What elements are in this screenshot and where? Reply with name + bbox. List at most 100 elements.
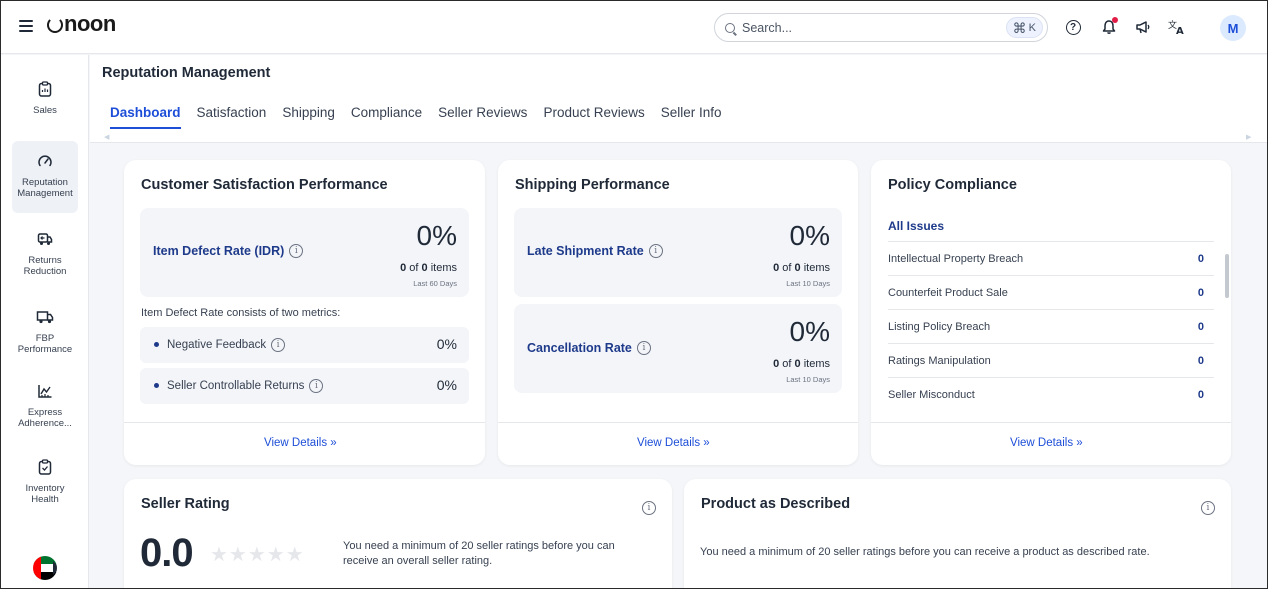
seller-controllable-returns-value: 0% <box>436 377 457 393</box>
info-icon[interactable]: i <box>1201 501 1215 515</box>
return-truck-icon <box>12 231 78 249</box>
policy-row-counterfeit[interactable]: Counterfeit Product Sale 0 <box>888 275 1214 309</box>
help-icon[interactable]: ? <box>1061 15 1085 39</box>
count-denominator: 0 <box>794 262 801 274</box>
count-unit: items <box>803 262 830 274</box>
cancellation-count: 0 of 0 items <box>773 358 830 370</box>
tab-seller-info[interactable]: Seller Info <box>660 105 722 120</box>
sidebar-item-reputation-management[interactable]: Reputation Management <box>12 141 78 213</box>
megaphone-icon[interactable] <box>1131 15 1155 39</box>
tab-shipping[interactable]: Shipping <box>282 105 335 120</box>
sub-metric-label: Negative Feedback <box>167 339 267 351</box>
clipboard-icon <box>12 81 78 99</box>
policy-compliance-card: Policy Compliance All Issues Intellectua… <box>871 160 1231 465</box>
cancellation-metric-box: Cancellation Rate i 0% 0 of 0 items Last… <box>514 304 842 393</box>
seller-rating-note: You need a minimum of 20 seller ratings … <box>343 540 615 567</box>
metric-label-text: Cancellation Rate <box>527 341 632 355</box>
avatar[interactable]: M <box>1220 15 1246 41</box>
info-icon[interactable]: i <box>636 341 651 355</box>
customer-satisfaction-card: Customer Satisfaction Performance Item D… <box>124 160 485 465</box>
search-bar[interactable]: ⌘ K <box>714 13 1048 42</box>
info-icon[interactable]: i <box>289 244 304 258</box>
idr-count-unit: items <box>430 262 457 274</box>
idr-metric-box: Item Defect Rate (IDR) i 0% 0 of 0 items… <box>140 208 469 297</box>
cancellation-value: 0% <box>789 316 830 347</box>
cancellation-label[interactable]: Cancellation Rate i <box>527 341 651 355</box>
sub-metric-label: Seller Controllable Returns <box>167 380 305 392</box>
count-unit: items <box>803 358 830 370</box>
negative-feedback-label: Negative Feedback i <box>167 338 286 352</box>
gauge-icon <box>12 153 78 171</box>
page-header: Reputation Management Dashboard Satisfac… <box>90 55 1267 143</box>
late-shipment-metric-box: Late Shipment Rate i 0% 0 of 0 items Las… <box>514 208 842 297</box>
shortcut-badge: ⌘ K <box>1005 17 1043 38</box>
divider <box>498 422 858 423</box>
tab-satisfaction[interactable]: Satisfaction <box>196 105 267 120</box>
policy-row-seller-misconduct[interactable]: Seller Misconduct 0 <box>888 377 1214 411</box>
sidebar-item-label: Reputation Management <box>17 177 73 199</box>
policy-row-label: Ratings Manipulation <box>888 354 991 367</box>
view-details-link[interactable]: View Details » <box>637 437 710 449</box>
card-title: Policy Compliance <box>888 177 1017 193</box>
truck-icon <box>12 309 78 327</box>
rating-stars: ★★★★★ <box>210 544 305 566</box>
tab-bar: Dashboard Satisfaction Shipping Complian… <box>110 105 738 129</box>
command-key-icon: ⌘ <box>1012 19 1027 36</box>
tab-dashboard[interactable]: Dashboard <box>110 105 181 129</box>
menu-icon[interactable] <box>19 20 33 32</box>
policy-row-label: Seller Misconduct <box>888 388 975 401</box>
policy-row-value: 0 <box>1197 252 1204 265</box>
metric-label-text: Late Shipment Rate <box>527 244 644 258</box>
sidebar-item-express-adherence[interactable]: Express Adherence... <box>12 383 78 433</box>
sidebar-item-returns-reduction[interactable]: Returns Reduction <box>12 231 78 281</box>
view-details-link[interactable]: View Details » <box>1010 437 1083 449</box>
sidebar-item-fbp-performance[interactable]: FBP Performance <box>12 309 78 359</box>
policy-row-ip-breach[interactable]: Intellectual Property Breach 0 <box>888 241 1214 275</box>
policy-row-ratings-manipulation[interactable]: Ratings Manipulation 0 <box>888 343 1214 377</box>
search-input[interactable] <box>742 20 982 35</box>
shortcut-key: K <box>1028 21 1036 34</box>
page-title: Reputation Management <box>102 65 271 81</box>
idr-value: 0% <box>416 220 457 251</box>
info-icon[interactable]: i <box>309 379 324 393</box>
info-icon[interactable]: i <box>642 501 656 515</box>
sidebar-item-sales[interactable]: Sales <box>12 81 78 125</box>
info-icon[interactable]: i <box>271 338 286 352</box>
sidebar-item-label: FBP Performance <box>17 333 73 355</box>
noon-logo[interactable]: noon <box>47 11 116 37</box>
product-as-described-card: Product as Described i You need a minimu… <box>684 479 1231 588</box>
card-title: Seller Rating <box>141 496 230 512</box>
tab-seller-reviews[interactable]: Seller Reviews <box>438 105 528 120</box>
late-shipment-count: 0 of 0 items <box>773 262 830 274</box>
sidebar-item-inventory-health[interactable]: Inventory Health <box>12 459 78 509</box>
count-of: of <box>782 358 792 370</box>
late-shipment-period: Last 10 Days <box>786 279 830 288</box>
svg-text:A: A <box>1176 26 1184 35</box>
policy-list-scrollbar[interactable] <box>1225 248 1229 400</box>
policy-issues-list: Intellectual Property Breach 0 Counterfei… <box>888 241 1214 411</box>
shipping-performance-card: Shipping Performance Late Shipment Rate … <box>498 160 858 465</box>
all-issues-link[interactable]: All Issues <box>888 219 945 233</box>
info-icon[interactable]: i <box>648 244 663 258</box>
idr-label[interactable]: Item Defect Rate (IDR) i <box>153 244 304 258</box>
view-details-link[interactable]: View Details » <box>264 437 337 449</box>
scrollbar-thumb[interactable] <box>1225 254 1229 298</box>
late-shipment-label[interactable]: Late Shipment Rate i <box>527 244 663 258</box>
uae-flag-icon[interactable] <box>33 556 57 580</box>
tab-product-reviews[interactable]: Product Reviews <box>543 105 645 120</box>
svg-text:文: 文 <box>1168 19 1177 31</box>
scroll-left-icon[interactable]: ◀ <box>104 134 110 141</box>
divider <box>871 422 1231 423</box>
policy-row-listing-breach[interactable]: Listing Policy Breach 0 <box>888 309 1214 343</box>
policy-row-value: 0 <box>1197 286 1204 299</box>
chart-icon <box>12 383 78 401</box>
policy-row-value: 0 <box>1197 388 1204 401</box>
seller-controllable-returns-row: Seller Controllable Returns i 0% <box>140 368 469 404</box>
notification-bell-icon[interactable] <box>1097 15 1121 39</box>
card-title: Shipping Performance <box>515 177 670 193</box>
tab-compliance[interactable]: Compliance <box>350 105 423 120</box>
negative-feedback-value: 0% <box>436 336 457 352</box>
sidebar-item-label: Sales <box>33 105 57 116</box>
scroll-right-icon[interactable]: ▶ <box>1246 134 1252 141</box>
